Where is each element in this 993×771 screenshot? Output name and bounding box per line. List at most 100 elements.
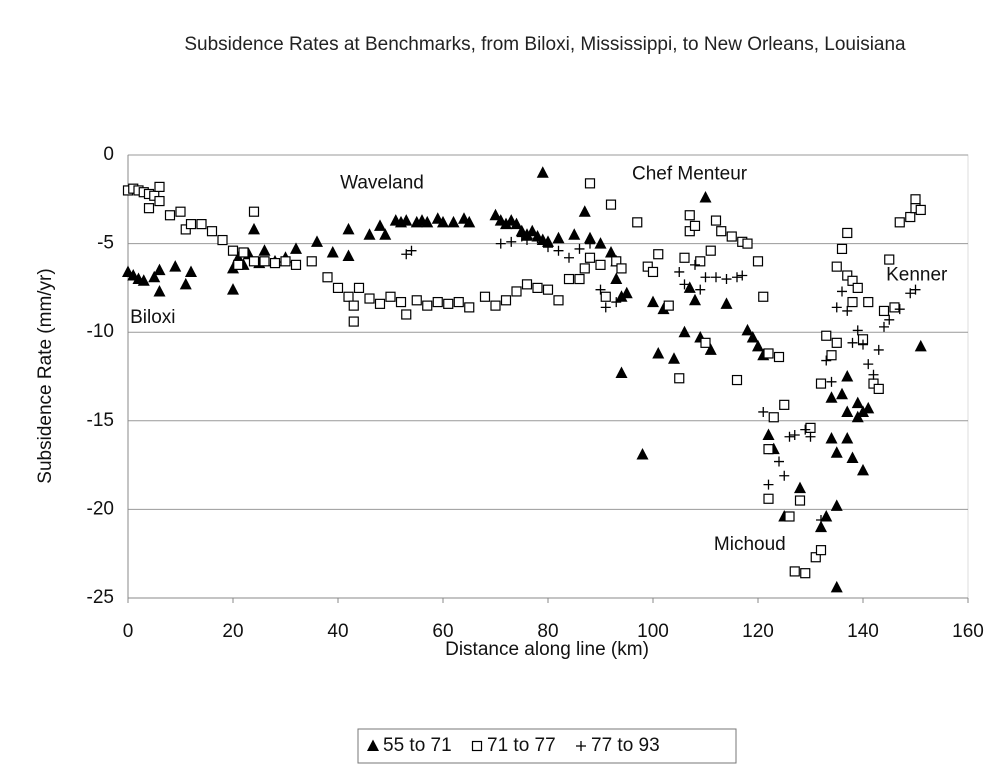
- point: [290, 242, 302, 254]
- point: [789, 429, 800, 440]
- point: [884, 314, 895, 325]
- point: [690, 259, 700, 270]
- point: [164, 210, 176, 221]
- point: [447, 215, 460, 228]
- point: [563, 273, 575, 285]
- point: [758, 406, 769, 417]
- point: [704, 343, 717, 355]
- point: [363, 228, 376, 240]
- point: [248, 222, 260, 235]
- point: [826, 350, 837, 361]
- point: [674, 266, 685, 277]
- point: [846, 451, 859, 464]
- legend-label: 55 to 71: [383, 735, 452, 756]
- x-tick-label: 20: [222, 621, 243, 642]
- point: [342, 222, 355, 235]
- point: [584, 252, 596, 263]
- point: [910, 194, 921, 205]
- point: [905, 288, 916, 299]
- point: [542, 284, 554, 295]
- point: [532, 233, 543, 244]
- point: [217, 234, 228, 246]
- legend-label: 71 to 77: [487, 735, 556, 756]
- chart-title: Subsidence Rates at Benchmarks, from Bil…: [184, 34, 906, 55]
- point: [401, 249, 412, 260]
- legend-label: 77 to 93: [591, 735, 660, 756]
- point: [915, 204, 926, 216]
- point: [821, 355, 832, 366]
- point: [542, 235, 554, 247]
- point: [647, 295, 659, 308]
- point: [280, 256, 291, 267]
- point: [238, 247, 249, 258]
- point: [873, 383, 884, 395]
- point: [836, 387, 848, 400]
- point: [464, 302, 475, 313]
- point: [826, 376, 837, 387]
- point: [233, 259, 244, 270]
- point: [784, 431, 795, 442]
- point: [910, 284, 921, 295]
- point: [422, 300, 433, 311]
- point: [657, 302, 670, 315]
- point: [495, 238, 506, 249]
- point: [552, 231, 565, 244]
- point: [816, 515, 826, 526]
- annotation: Michoud: [714, 534, 786, 555]
- point: [342, 249, 355, 262]
- point: [779, 399, 790, 410]
- y-tick-label: -15: [87, 410, 114, 431]
- point: [742, 238, 753, 249]
- point: [543, 242, 553, 253]
- point: [842, 227, 853, 239]
- x-tick-label: 100: [637, 621, 669, 642]
- x-tick-label: 40: [327, 621, 348, 642]
- point: [852, 282, 863, 293]
- point: [432, 296, 443, 308]
- point: [699, 191, 712, 203]
- point: [584, 231, 596, 244]
- point: [595, 284, 606, 295]
- point: [841, 370, 854, 382]
- point: [831, 337, 842, 348]
- point: [794, 495, 806, 506]
- point: [322, 272, 333, 283]
- point: [914, 339, 927, 352]
- point: [137, 274, 150, 286]
- point: [585, 238, 595, 249]
- point: [553, 295, 564, 306]
- point: [258, 244, 271, 256]
- point: [732, 272, 742, 283]
- annotation: Chef Menteur: [632, 164, 748, 185]
- point: [710, 215, 722, 226]
- point: [762, 428, 775, 440]
- y-axis-label: Subsidence Rate (mm/yr): [35, 268, 56, 483]
- point: [821, 330, 832, 341]
- point: [500, 295, 512, 306]
- point: [857, 463, 869, 476]
- point: [463, 215, 476, 228]
- point: [343, 291, 354, 302]
- point: [227, 261, 239, 274]
- x-tick-label: 80: [537, 621, 558, 642]
- point: [863, 296, 874, 308]
- point: [364, 293, 375, 304]
- legend-box: [357, 728, 737, 764]
- point: [290, 259, 302, 270]
- x-tick-label: 140: [847, 621, 879, 642]
- point: [731, 374, 743, 386]
- point: [784, 511, 795, 522]
- point: [815, 545, 827, 556]
- point: [695, 256, 706, 267]
- point: [611, 297, 622, 308]
- point: [605, 245, 617, 258]
- point: [800, 568, 811, 579]
- point: [149, 190, 160, 201]
- point: [620, 286, 633, 299]
- point: [700, 337, 711, 348]
- point: [175, 206, 186, 217]
- point: [206, 226, 218, 237]
- point: [858, 339, 868, 350]
- point: [401, 309, 412, 320]
- point: [679, 279, 690, 290]
